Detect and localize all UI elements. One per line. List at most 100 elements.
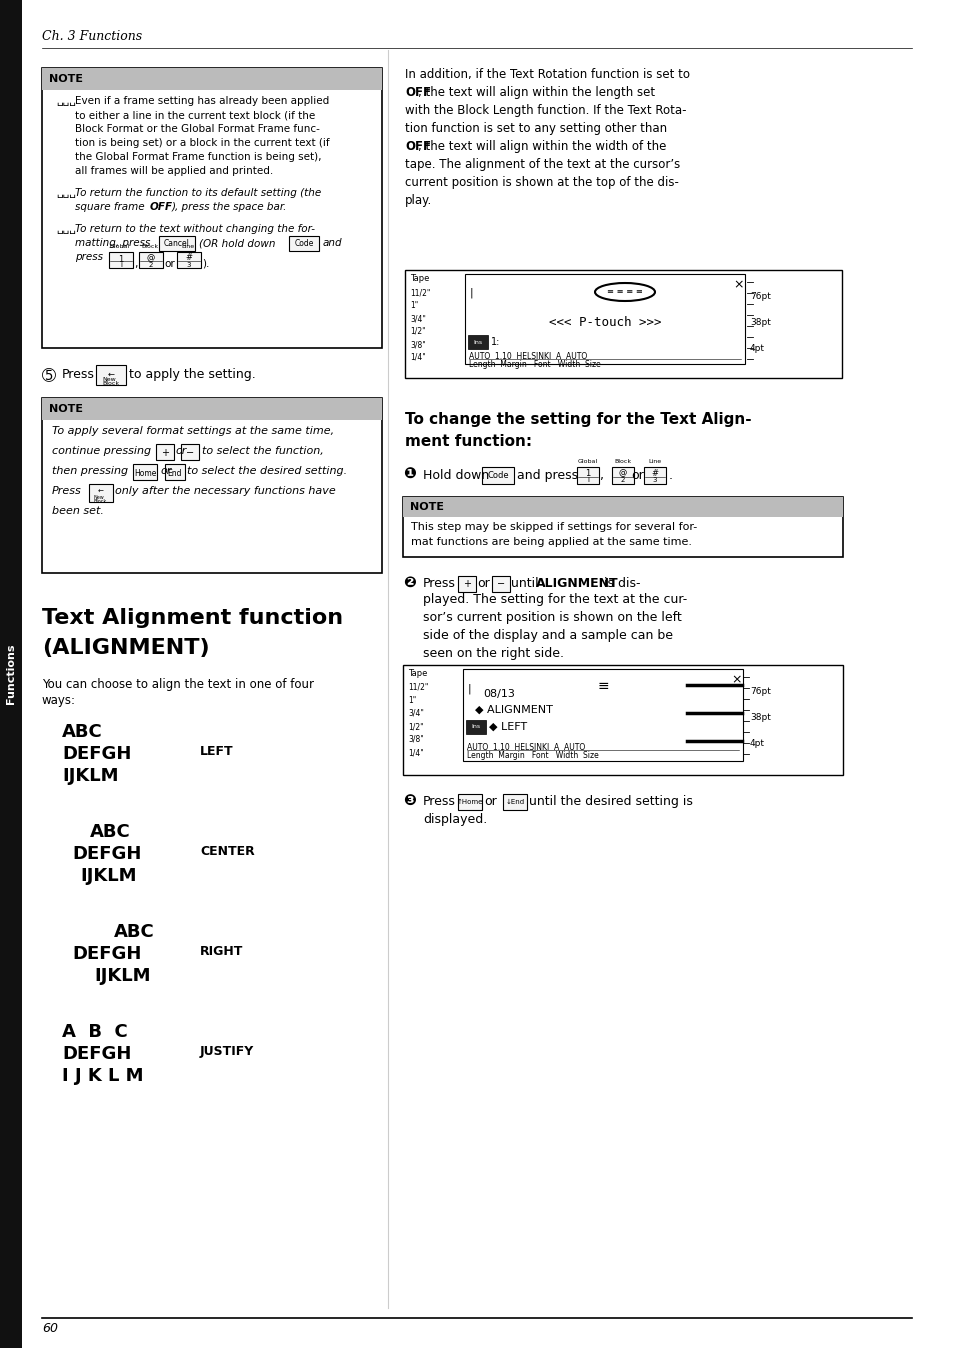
Text: only after the necessary functions have: only after the necessary functions have: [115, 487, 335, 496]
Text: ×: ×: [730, 673, 740, 686]
Text: You can choose to align the text in one of four: You can choose to align the text in one …: [42, 678, 314, 692]
Text: or: or: [160, 466, 172, 476]
FancyBboxPatch shape: [165, 464, 185, 480]
Text: 76pt: 76pt: [749, 687, 770, 696]
Text: sor’s current position is shown on the left: sor’s current position is shown on the l…: [422, 611, 681, 624]
Text: , the text will align within the length set: , the text will align within the length …: [417, 86, 655, 98]
Text: New: New: [94, 495, 105, 500]
Text: ↓End: ↓End: [505, 799, 524, 805]
Text: Block: Block: [614, 460, 631, 464]
Text: NOTE: NOTE: [410, 501, 443, 512]
Text: ↑Home: ↑Home: [456, 799, 482, 805]
Text: 3/8": 3/8": [408, 735, 423, 744]
FancyBboxPatch shape: [96, 365, 126, 386]
Text: Line: Line: [648, 460, 660, 464]
Text: +: +: [462, 580, 471, 589]
Text: 1: 1: [118, 256, 124, 264]
FancyBboxPatch shape: [457, 794, 481, 810]
Text: 1": 1": [410, 301, 417, 310]
Text: ←: ←: [98, 489, 104, 495]
Text: ment function:: ment function:: [405, 434, 532, 449]
Text: 11/2": 11/2": [410, 288, 430, 297]
Text: then pressing: then pressing: [52, 466, 128, 476]
Text: NOTE: NOTE: [49, 74, 83, 84]
Text: 60: 60: [42, 1322, 58, 1335]
Text: JUSTIFY: JUSTIFY: [200, 1045, 254, 1058]
FancyBboxPatch shape: [402, 497, 842, 557]
Text: OFF: OFF: [405, 86, 431, 98]
Text: To return to the text without changing the for-: To return to the text without changing t…: [75, 224, 314, 235]
FancyBboxPatch shape: [464, 274, 744, 364]
Text: Press: Press: [52, 487, 82, 496]
FancyBboxPatch shape: [177, 252, 201, 268]
FancyBboxPatch shape: [42, 398, 381, 573]
Text: 1/4": 1/4": [410, 353, 425, 363]
Text: Code: Code: [294, 239, 314, 248]
Text: Block: Block: [141, 244, 158, 249]
Text: ).: ).: [202, 259, 209, 270]
Text: To change the setting for the Text Align-: To change the setting for the Text Align…: [405, 412, 751, 427]
Text: #: #: [651, 469, 658, 477]
Text: ABC: ABC: [113, 923, 154, 941]
Text: Cancel: Cancel: [164, 239, 190, 248]
Text: .: .: [668, 469, 672, 483]
Text: Even if a frame setting has already been applied: Even if a frame setting has already been…: [75, 96, 329, 106]
FancyBboxPatch shape: [0, 0, 22, 1348]
Text: |: |: [468, 683, 471, 693]
FancyBboxPatch shape: [643, 466, 665, 484]
FancyBboxPatch shape: [42, 67, 381, 348]
Text: Hold down: Hold down: [422, 469, 489, 483]
Text: ◆ ALIGNMENT: ◆ ALIGNMENT: [475, 705, 553, 714]
Text: or: or: [164, 259, 174, 270]
Text: i: i: [586, 477, 588, 483]
Text: Global: Global: [578, 460, 598, 464]
Text: until the desired setting is: until the desired setting is: [529, 795, 692, 807]
Text: Press: Press: [422, 577, 456, 590]
Text: Length  Margin   Font   Width  Size: Length Margin Font Width Size: [469, 360, 600, 369]
Text: DEFGH: DEFGH: [62, 745, 132, 763]
FancyBboxPatch shape: [42, 398, 381, 421]
Text: seen on the right side.: seen on the right side.: [422, 647, 563, 661]
Text: This step may be skipped if settings for several for-: This step may be skipped if settings for…: [411, 522, 697, 532]
Text: 08/13: 08/13: [482, 689, 515, 700]
Text: OFF: OFF: [150, 202, 172, 212]
Text: @: @: [618, 469, 626, 477]
Text: ❷: ❷: [402, 576, 416, 590]
Text: 1/2": 1/2": [410, 328, 425, 336]
FancyBboxPatch shape: [181, 443, 199, 460]
Text: ❶: ❶: [402, 466, 416, 483]
Ellipse shape: [595, 283, 655, 301]
Text: A  B  C: A B C: [62, 1023, 128, 1041]
Text: Block Format or the Global Format Frame func-: Block Format or the Global Format Frame …: [75, 124, 319, 133]
Text: −: −: [186, 448, 193, 458]
Text: Line: Line: [181, 244, 194, 249]
Text: ≡ ≡ ≡ ≡: ≡ ≡ ≡ ≡: [606, 287, 642, 297]
Text: ␣␣␣: ␣␣␣: [56, 96, 76, 106]
Text: , the text will align within the width of the: , the text will align within the width o…: [417, 140, 666, 154]
Text: 4pt: 4pt: [749, 739, 764, 748]
Text: Home: Home: [133, 469, 156, 477]
Text: ≡: ≡: [597, 679, 608, 693]
FancyBboxPatch shape: [468, 336, 488, 349]
Text: ␣␣␣: ␣␣␣: [56, 224, 76, 235]
Text: <<< P-touch >>>: <<< P-touch >>>: [548, 315, 660, 329]
Text: OFF: OFF: [405, 140, 431, 154]
Text: ➄: ➄: [42, 367, 56, 384]
Text: ◆ LEFT: ◆ LEFT: [489, 723, 527, 732]
Text: Ins: Ins: [473, 340, 482, 345]
Text: press: press: [75, 252, 103, 262]
FancyBboxPatch shape: [402, 497, 842, 518]
Text: or: or: [630, 469, 643, 483]
Text: End: End: [168, 469, 182, 477]
Text: Functions: Functions: [6, 644, 16, 704]
Text: play.: play.: [405, 194, 432, 208]
Text: 11/2": 11/2": [408, 683, 428, 692]
FancyBboxPatch shape: [289, 236, 318, 251]
Text: or: or: [174, 446, 186, 456]
Text: New: New: [102, 377, 115, 381]
FancyBboxPatch shape: [402, 665, 842, 775]
Text: RIGHT: RIGHT: [200, 945, 243, 958]
Text: AUTO  1.10  HELSINKI  A  AUTO: AUTO 1.10 HELSINKI A AUTO: [467, 743, 584, 752]
Text: Text Alignment function: Text Alignment function: [42, 608, 343, 628]
FancyBboxPatch shape: [89, 484, 112, 501]
